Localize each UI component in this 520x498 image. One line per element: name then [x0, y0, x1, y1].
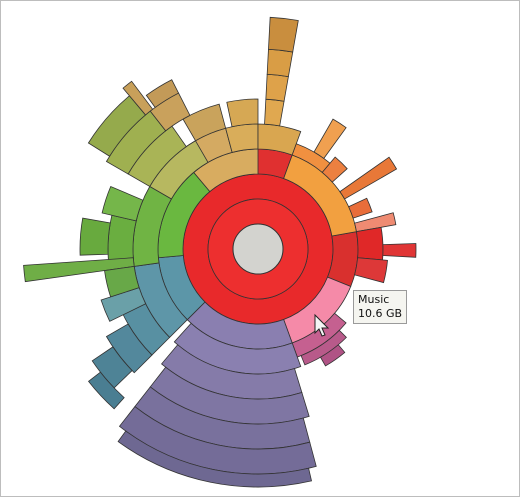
segment[interactable] [122, 80, 154, 116]
segment[interactable] [265, 73, 289, 102]
segment[interactable] [321, 156, 348, 183]
segment[interactable] [382, 243, 417, 258]
segment[interactable] [319, 344, 346, 367]
segment[interactable] [327, 231, 359, 287]
segment[interactable] [88, 371, 125, 410]
segment[interactable] [354, 257, 388, 284]
segment[interactable] [79, 217, 111, 256]
segment[interactable] [268, 16, 299, 53]
center[interactable] [232, 223, 284, 275]
tooltip: Music 10.6 GB [353, 290, 408, 324]
tooltip-size: 10.6 GB [358, 307, 403, 320]
segment[interactable] [104, 265, 140, 298]
segment[interactable] [145, 79, 180, 108]
tooltip-name: Music [358, 293, 390, 306]
segment[interactable] [266, 48, 294, 78]
segment[interactable] [23, 257, 135, 283]
segment[interactable] [117, 430, 313, 488]
segment[interactable] [226, 98, 259, 128]
segment[interactable] [339, 156, 398, 200]
segment[interactable] [264, 98, 285, 127]
segment[interactable] [356, 226, 384, 261]
segment[interactable] [107, 214, 137, 263]
segment[interactable] [101, 185, 144, 222]
segment[interactable] [313, 118, 347, 159]
segment[interactable] [348, 197, 373, 219]
